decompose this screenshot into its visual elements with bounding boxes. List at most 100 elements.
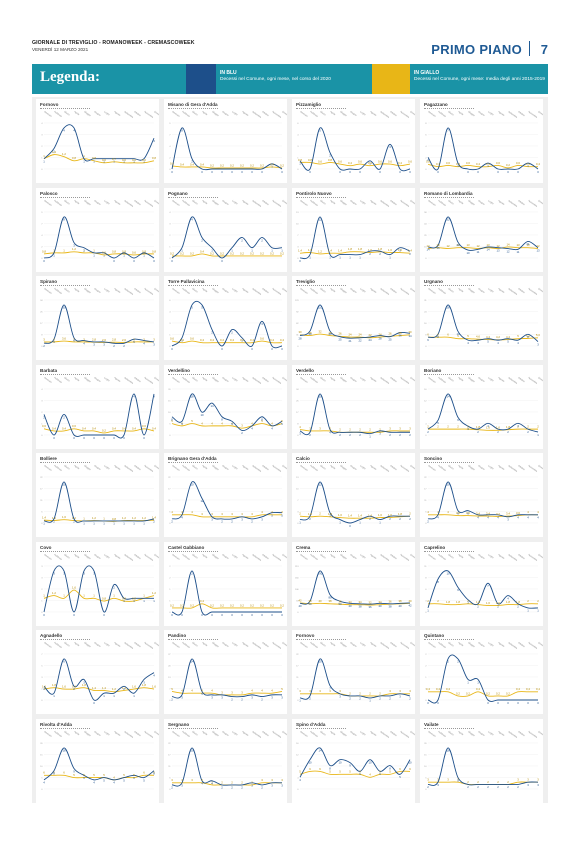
x-tick-label: Dicembre [281, 199, 287, 208]
x-tick-label: Ottobre [389, 553, 398, 560]
data-label-blue: 5 [53, 340, 55, 344]
title-rule [424, 727, 474, 729]
chart-panel: Fornovo 22 17 11 6 0 Gennaio Febbraio Marzo April… [292, 630, 415, 714]
data-label-yellow: 32 [368, 600, 372, 604]
data-label-blue: 0 [251, 347, 253, 351]
x-tick-label: Febbraio [53, 376, 63, 384]
x-tick-label: Luglio [487, 111, 494, 117]
data-label-blue: 2 [241, 697, 243, 701]
data-label-yellow: 1,4 [122, 686, 126, 690]
data-label-yellow: 34 [348, 600, 352, 604]
data-label-yellow: 0,6 [358, 159, 362, 163]
data-label-yellow: 0,6 [318, 159, 322, 163]
data-label-yellow: 5 [93, 772, 95, 776]
data-label-yellow: 3 [261, 778, 263, 782]
title-rule [40, 462, 90, 463]
data-label-yellow: 1 [53, 248, 55, 252]
x-tick-label: Settembre [507, 110, 518, 119]
x-tick-label: Dicembre [153, 376, 159, 385]
data-label-blue: 0 [43, 258, 45, 262]
data-label-blue: 0 [103, 435, 105, 439]
data-label-yellow: 0,4 [52, 426, 56, 430]
data-label-blue: 0 [241, 612, 243, 616]
x-tick-label: Luglio [103, 200, 110, 206]
data-label-yellow: 0,4 [112, 426, 116, 430]
series-line-blue [299, 392, 410, 435]
data-label-yellow: 2 [537, 424, 539, 428]
data-label-yellow: 0,6 [132, 250, 136, 254]
data-label-blue: 1 [537, 432, 539, 436]
x-tick-label: Maggio [467, 731, 475, 737]
data-label-yellow: 0,8 [72, 156, 76, 160]
x-tick-label: Ottobre [133, 641, 142, 648]
data-label-blue: 3 [93, 571, 95, 575]
data-label-blue: 0 [497, 701, 499, 705]
x-tick-label: Febbraio [53, 287, 63, 295]
y-tick-label: 11 [296, 677, 299, 679]
data-label-yellow: 3 [201, 778, 203, 782]
data-label-blue: 4 [153, 673, 155, 677]
x-tick-label: Aprile [201, 199, 208, 205]
data-label-blue: 3 [329, 514, 331, 518]
data-label-yellow: 3 [427, 777, 429, 781]
data-label-yellow: 4 [271, 689, 273, 693]
data-label-blue: 3 [527, 782, 529, 786]
x-tick-label: Maggio [83, 465, 91, 471]
data-label-blue: 2 [231, 330, 233, 334]
data-label-yellow: 3 [153, 337, 155, 341]
series-line-yellow [43, 427, 155, 433]
data-label-blue: 0 [309, 170, 311, 174]
x-tick-label: Gennaio [171, 377, 180, 384]
x-tick-label: Agosto [497, 376, 505, 383]
data-label-yellow: 4 [181, 421, 183, 425]
data-label-yellow: 42 [298, 598, 302, 602]
data-label-blue: 0 [517, 170, 519, 174]
x-tick-label: Gennaio [43, 465, 52, 472]
data-label-blue: 5 [487, 339, 489, 343]
data-label-blue: 3 [181, 783, 183, 787]
title-rule [40, 639, 90, 640]
data-label-yellow: 1 [143, 593, 145, 597]
data-label-yellow: 0,6 [388, 159, 392, 163]
x-tick-label: Aprile [201, 376, 208, 382]
data-label-blue: 38 [388, 604, 392, 608]
chart-title: Palosco [40, 190, 58, 196]
x-tick-label: Settembre [507, 376, 518, 385]
series-line-yellow [299, 161, 411, 167]
data-label-blue: 2 [359, 433, 361, 437]
data-label-yellow: 1 [43, 154, 45, 158]
x-tick-label: Aprile [73, 199, 80, 205]
data-label-yellow: 0,6 [132, 158, 136, 162]
y-tick-label: 0 [169, 169, 171, 171]
x-tick-label: Marzo [63, 110, 71, 117]
y-tick-label: 7 [169, 688, 171, 690]
x-tick-label: Settembre [379, 199, 390, 208]
data-label-yellow: 3 [271, 778, 273, 782]
data-label-blue: 3 [507, 518, 509, 522]
data-label-yellow: 3 [83, 337, 85, 341]
data-label-blue: 0 [399, 170, 401, 174]
y-tick-label: 17 [168, 754, 171, 756]
x-tick-label: Settembre [123, 110, 134, 119]
data-label-blue: 1 [309, 255, 311, 259]
data-label-yellow: 0,2 [240, 163, 244, 167]
data-label-blue: 2 [457, 660, 459, 664]
x-tick-label: Novembre [143, 287, 154, 296]
data-label-blue: 6 [379, 772, 381, 776]
x-tick-label: Luglio [231, 200, 238, 206]
data-label-yellow: 0,4 [240, 338, 244, 342]
data-label-yellow: 12 [446, 243, 450, 247]
title-rule [296, 196, 346, 198]
y-tick-label: 2 [41, 688, 43, 690]
data-label-yellow: 24 [378, 332, 382, 336]
data-label-blue: 0 [221, 170, 223, 174]
x-tick-label: Luglio [359, 554, 366, 560]
y-tick-label: 22 [168, 742, 171, 744]
data-label-blue: 2 [53, 520, 55, 524]
x-tick-label: Dicembre [153, 110, 159, 119]
issue-date: VENERDÌ 12 MARZO 2021 [32, 47, 89, 52]
data-label-blue: 6 [281, 422, 283, 426]
data-label-blue: 13 [496, 248, 500, 252]
